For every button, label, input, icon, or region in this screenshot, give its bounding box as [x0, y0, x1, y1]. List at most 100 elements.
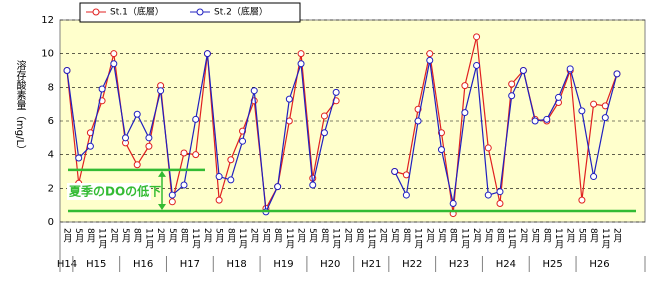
y-tick-label: 4	[48, 150, 54, 161]
x-tick-label: 8月	[448, 228, 459, 244]
data-point	[227, 176, 235, 184]
x-tick-label: 5月	[73, 228, 84, 244]
x-tick-label: 2月	[202, 228, 213, 244]
x-tick-label: 2月	[424, 228, 435, 244]
data-point	[75, 154, 83, 162]
data-point	[309, 181, 317, 189]
x-tick-label: 8月	[319, 228, 330, 244]
year-label: H23	[449, 259, 469, 270]
data-point	[508, 92, 516, 100]
data-point	[391, 168, 399, 175]
x-tick-label: 8月	[132, 228, 143, 244]
data-point	[414, 117, 422, 125]
data-point	[203, 50, 211, 58]
x-tick-label: 8月	[354, 228, 365, 244]
x-tick-label: 11月	[284, 228, 295, 249]
data-point	[461, 82, 469, 90]
data-point	[145, 142, 153, 150]
annotation-box	[67, 183, 151, 200]
year-label: H19	[273, 259, 293, 270]
year-label: H17	[180, 259, 200, 270]
x-tick-label: 8月	[272, 228, 283, 244]
data-point	[110, 60, 118, 68]
x-tick-label: 2月	[565, 228, 576, 244]
data-point	[168, 198, 176, 206]
data-point	[320, 112, 328, 120]
data-point	[250, 87, 258, 95]
legend-label: St.2（底層）	[214, 6, 268, 18]
series-line	[66, 53, 618, 215]
year-label: H22	[402, 259, 422, 270]
data-point	[122, 134, 130, 142]
x-tick-label: 5月	[120, 228, 131, 244]
data-point	[227, 156, 235, 164]
data-point	[180, 149, 188, 157]
year-label: H14	[57, 259, 77, 270]
x-tick-label: 11月	[237, 228, 248, 249]
data-point	[601, 114, 609, 122]
x-tick-label: 5月	[576, 228, 587, 244]
data-point	[63, 67, 71, 74]
x-tick-label: 5月	[214, 228, 225, 244]
year-label: H15	[86, 259, 106, 270]
y-tick-label: 10	[41, 49, 54, 60]
x-tick-label: 8月	[494, 228, 505, 244]
data-point	[297, 60, 305, 68]
data-point	[157, 87, 165, 95]
y-tick-label: 12	[41, 15, 54, 26]
year-label: H26	[589, 259, 609, 270]
x-tick-label: 2月	[108, 228, 119, 244]
data-point	[192, 115, 200, 123]
data-point	[239, 137, 247, 145]
legend-marker	[196, 8, 204, 16]
data-point	[473, 61, 481, 69]
x-tick-label: 5月	[260, 228, 271, 244]
x-tick-label: 8月	[401, 228, 412, 244]
data-point	[168, 191, 176, 199]
x-tick-label: 8月	[225, 228, 236, 244]
x-tick-label: 8月	[541, 228, 552, 244]
data-point	[133, 161, 141, 169]
y-tick-label: 6	[48, 116, 54, 127]
x-tick-label: 5月	[307, 228, 318, 244]
data-point	[332, 88, 340, 96]
data-point	[554, 93, 562, 101]
data-point	[473, 33, 481, 41]
x-tick-label: 8月	[588, 228, 599, 244]
annotation-text: 夏季のDOの低下	[69, 184, 161, 199]
data-point	[110, 50, 118, 58]
data-point	[133, 110, 141, 118]
y-tick-label: 0	[48, 217, 54, 228]
data-point	[402, 171, 410, 179]
x-tick-label: 5月	[436, 228, 447, 244]
year-label: H16	[133, 259, 153, 270]
x-tick-label: 5月	[530, 228, 541, 244]
x-tick-label: 5月	[167, 228, 178, 244]
x-tick-label: 2月	[62, 228, 73, 244]
data-point	[566, 65, 574, 73]
year-label: H24	[496, 259, 516, 270]
x-tick-label: 8月	[85, 228, 96, 244]
data-point	[297, 50, 305, 58]
x-tick-label: 11月	[366, 228, 377, 249]
y-tick-label: 2	[48, 183, 54, 194]
x-tick-label: 11月	[600, 228, 611, 249]
data-point	[461, 109, 469, 117]
data-point	[578, 196, 586, 204]
data-point	[426, 56, 434, 64]
x-tick-label: 11月	[97, 228, 108, 249]
year-label: H20	[320, 259, 340, 270]
data-point	[180, 181, 188, 189]
data-point	[145, 134, 153, 142]
x-tick-label: 2月	[377, 228, 388, 244]
y-tick-label: 8	[48, 82, 54, 93]
year-label: H25	[543, 259, 563, 270]
x-tick-label: 8月	[179, 228, 190, 244]
x-tick-label: 2月	[342, 228, 353, 244]
data-point	[86, 142, 94, 150]
x-tick-label: 2月	[249, 228, 260, 244]
data-point	[437, 146, 445, 154]
x-tick-label: 11月	[190, 228, 201, 249]
x-tick-label: 11月	[331, 228, 342, 249]
